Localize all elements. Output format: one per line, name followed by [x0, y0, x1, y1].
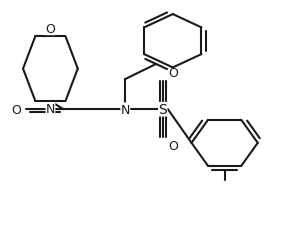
Text: N: N — [46, 103, 55, 116]
Text: O: O — [168, 140, 178, 153]
Text: O: O — [11, 103, 21, 116]
Text: O: O — [168, 67, 178, 80]
Text: N: N — [121, 103, 130, 116]
Text: S: S — [158, 103, 167, 117]
Text: O: O — [46, 23, 55, 36]
